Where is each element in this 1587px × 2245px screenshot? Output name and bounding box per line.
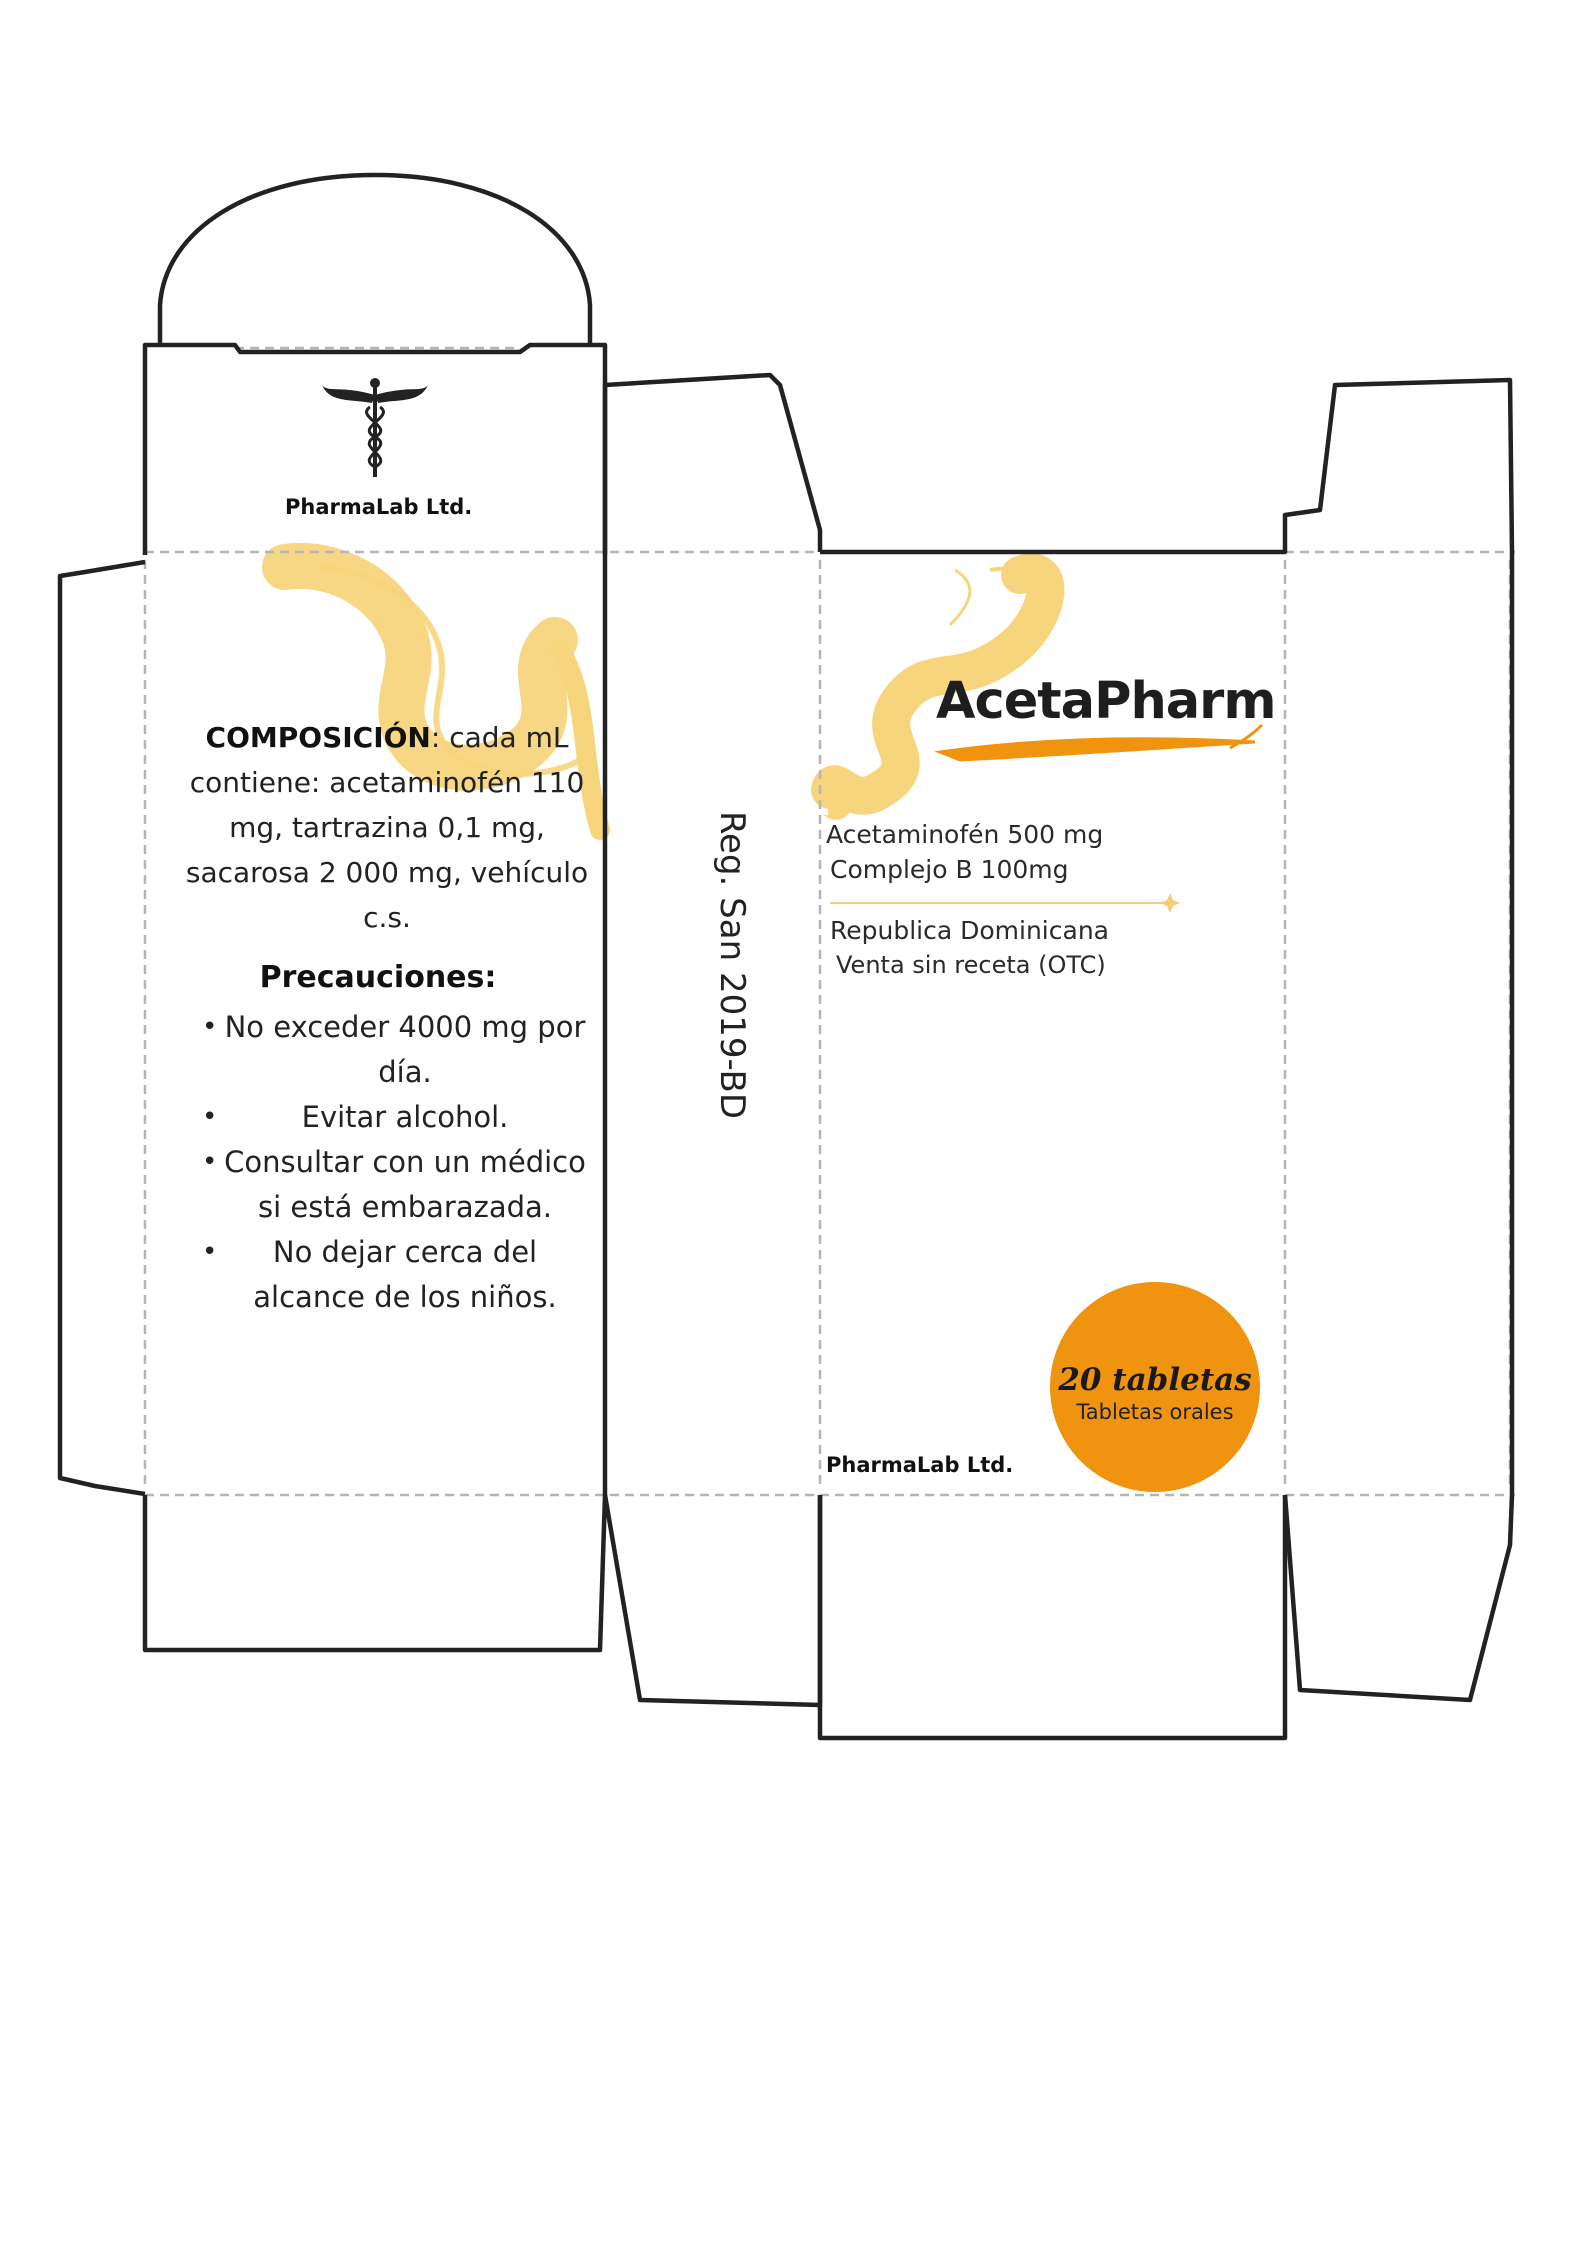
precautions-list: No exceder 4000 mg por día. Evitar alcoh… (188, 1005, 586, 1320)
country: Republica Dominicana (830, 916, 1109, 945)
badge-count: 20 tabletas (1058, 1362, 1252, 1398)
registration-number: Reg. San 2019-BD (712, 810, 752, 1120)
cut-outline (57, 172, 1515, 1741)
precaution-item: Consultar con un médico si está embaraza… (188, 1140, 586, 1230)
badge-subtitle: Tabletas orales (1076, 1400, 1234, 1424)
precaution-item: No exceder 4000 mg por día. (188, 1005, 586, 1095)
back-swirl (262, 542, 610, 840)
brand-underline (934, 723, 1264, 762)
composition-label: COMPOSICIÓN (205, 721, 431, 754)
sparkle-icon (1160, 893, 1180, 913)
precaution-item: No dejar cerca del alcance de los niños. (188, 1230, 586, 1320)
sale-type: Venta sin receta (OTC) (836, 951, 1106, 979)
ingredient-1: Acetaminofén 500 mg (826, 820, 1104, 849)
front-swirl (811, 553, 1065, 820)
front-company: PharmaLab Ltd. (826, 1453, 1014, 1477)
precaution-item: Evitar alcohol. (188, 1095, 586, 1140)
caduceus-icon (322, 378, 428, 477)
composition-text: COMPOSICIÓN: cada mL contiene: acetamino… (178, 715, 596, 940)
composition-body: : cada mL contiene: acetaminofén 110 mg,… (185, 721, 589, 934)
brand-name: AcetaPharm (936, 672, 1276, 731)
tablet-count-badge: 20 tabletas Tabletas orales (1050, 1282, 1260, 1492)
top-flap-company: PharmaLab Ltd. (285, 495, 473, 519)
ingredient-2: Complejo B 100mg (830, 855, 1069, 884)
precautions-title: Precauciones: (259, 960, 497, 995)
